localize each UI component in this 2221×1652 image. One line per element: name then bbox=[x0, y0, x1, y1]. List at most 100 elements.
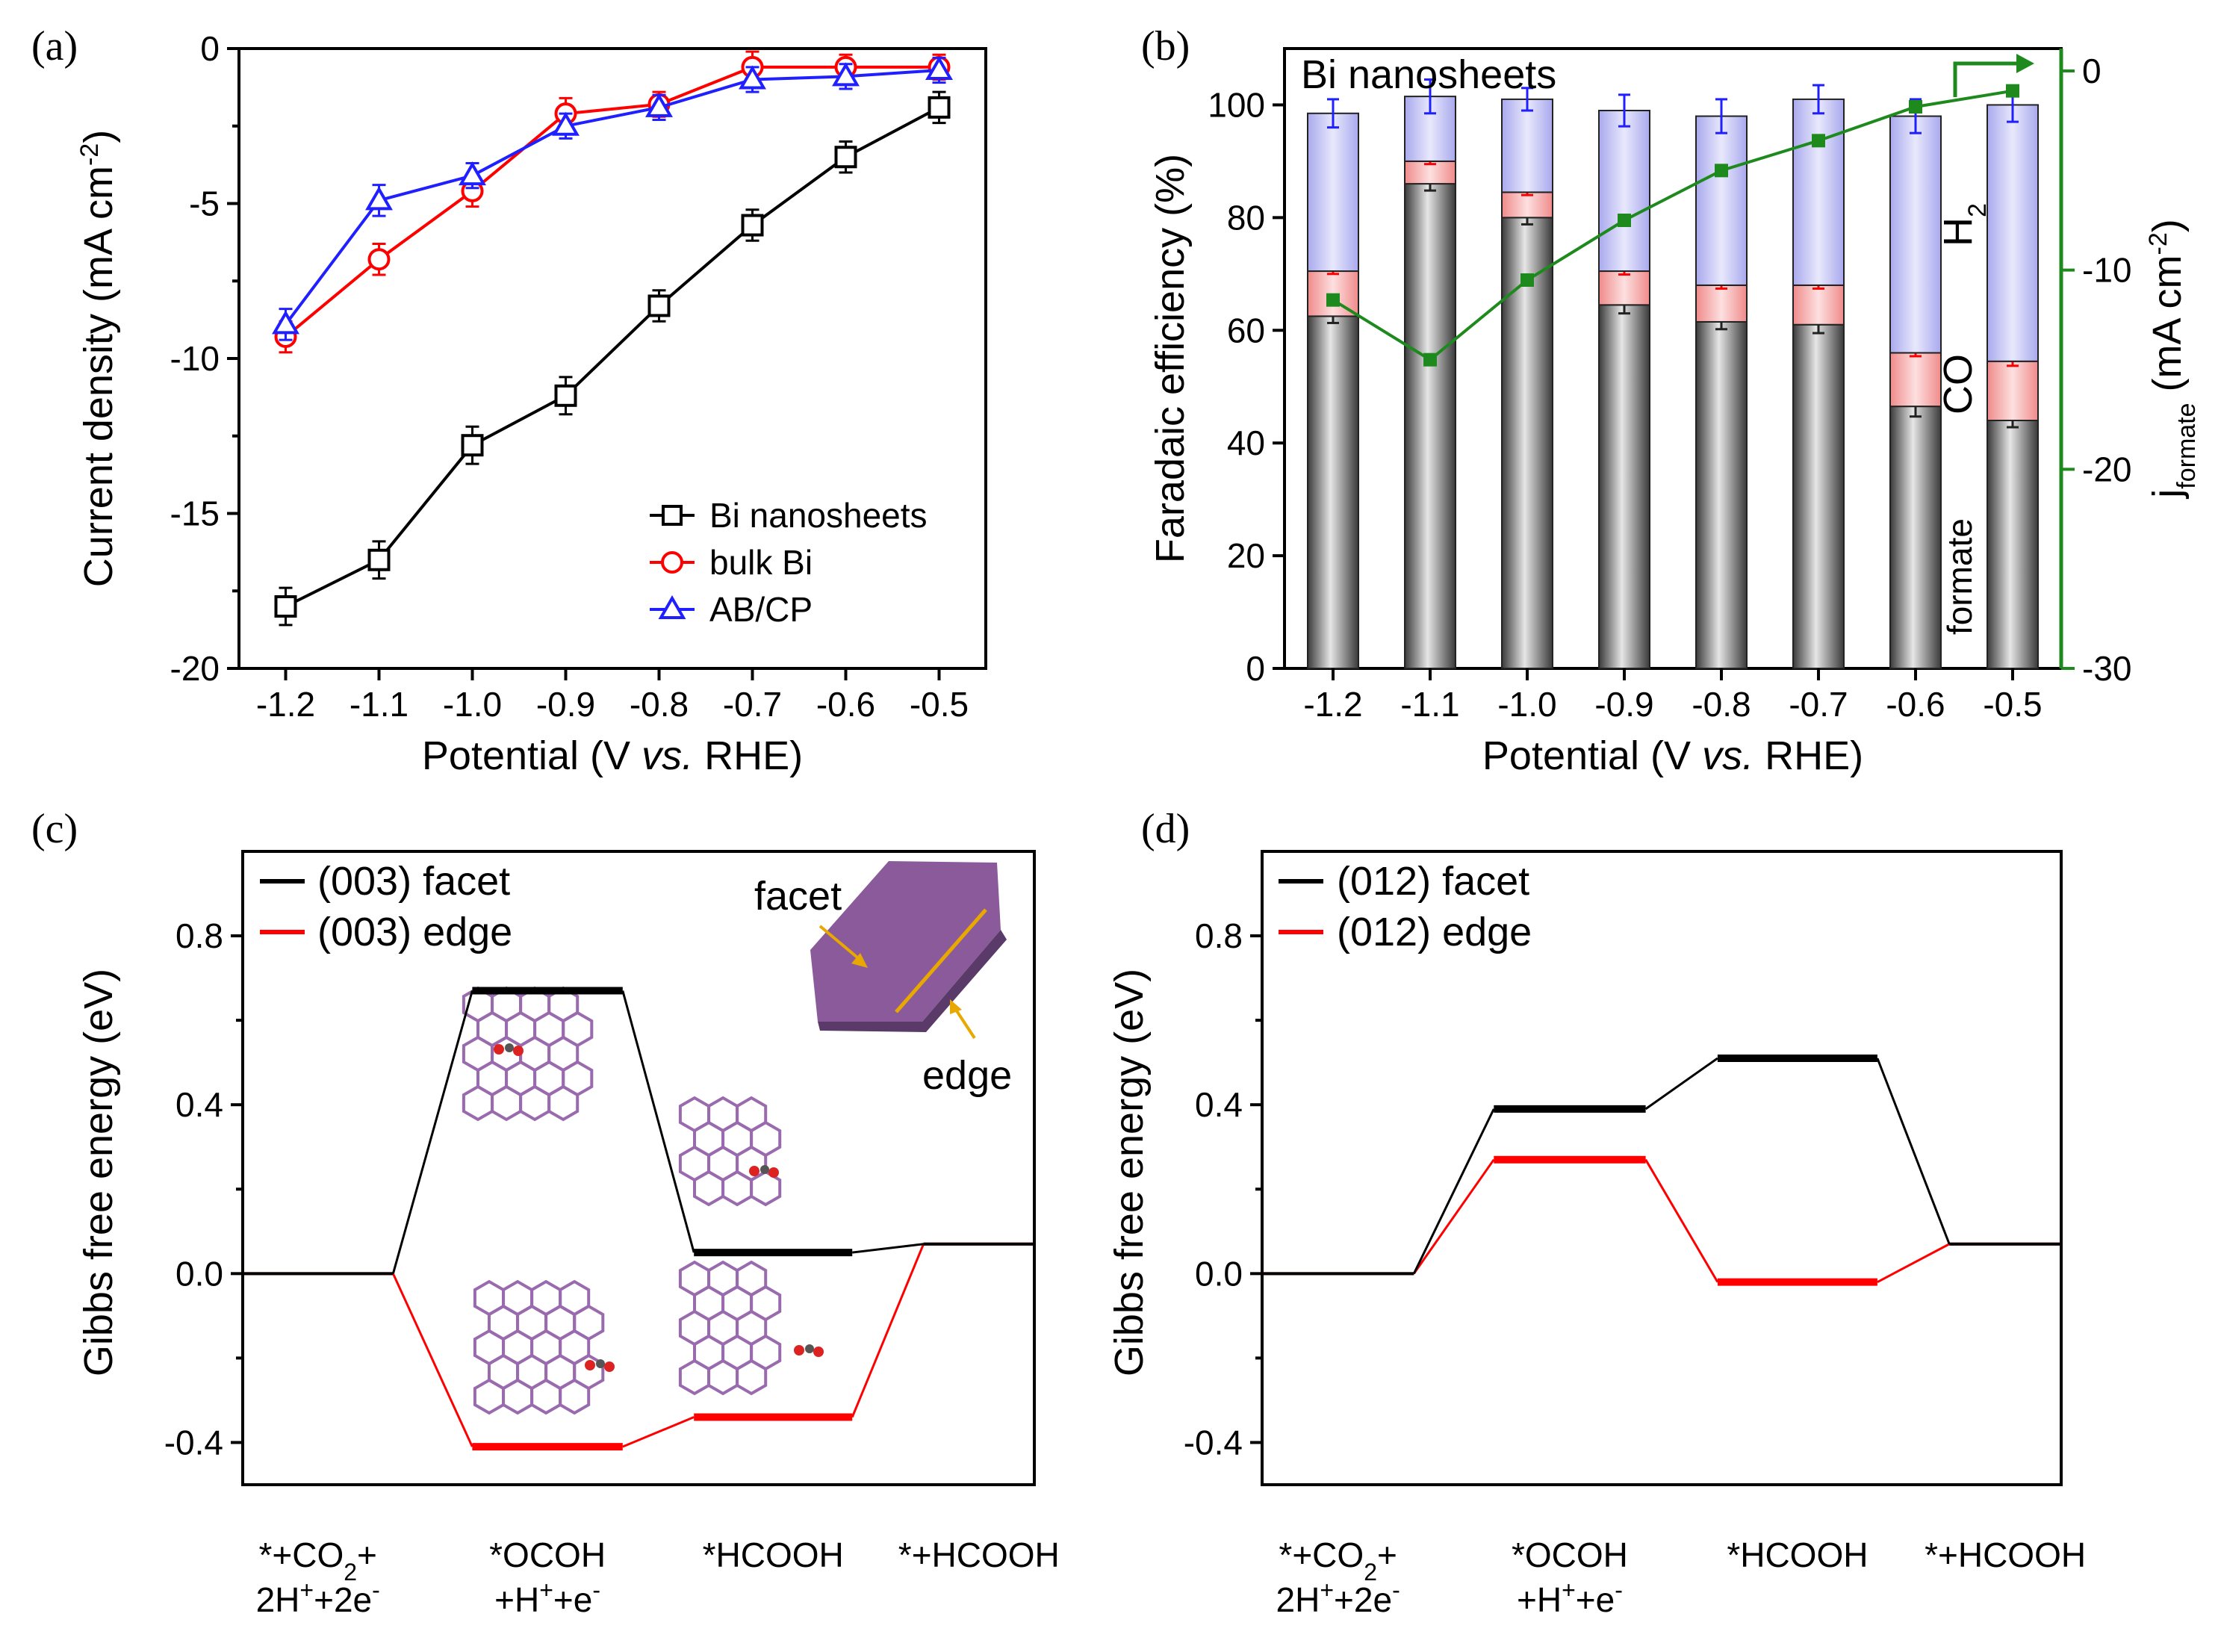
c-step-2b-part: +e bbox=[553, 1580, 592, 1619]
d-step-2b-part: + bbox=[1562, 1577, 1576, 1603]
legend-marker-bi-nanosheets bbox=[662, 505, 683, 526]
structure-003-facet-hcooh-carbon-atom bbox=[760, 1165, 769, 1174]
d-connector-012-facet-0 bbox=[1412, 1108, 1495, 1274]
b-ytick-label: 40 bbox=[1227, 423, 1265, 462]
b-bar-h2-0-6 bbox=[1889, 115, 1942, 354]
a-point-bi-nanosheets bbox=[928, 96, 951, 119]
b-bar-formate-0-7 bbox=[1792, 323, 1845, 669]
nanosheet-edge-face bbox=[818, 930, 1007, 1032]
c-connector-003-edge-0 bbox=[392, 1273, 473, 1447]
b-jformate-line bbox=[1332, 89, 2013, 362]
a-ytick-label: -20 bbox=[170, 649, 220, 688]
panel-c-label: (c) bbox=[31, 806, 78, 852]
d-step-1b-part: - bbox=[1392, 1577, 1400, 1603]
d-step-label-1a: *+CO2+ bbox=[1279, 1535, 1397, 1586]
panel-b-formate-label: formate bbox=[1940, 518, 1979, 635]
b-bar-h2-0-8 bbox=[1695, 115, 1748, 286]
b-xtick-label: -0.6 bbox=[1886, 685, 1945, 724]
a-point-bi-nanosheets bbox=[274, 595, 297, 618]
c-step-1b-part: 2H bbox=[256, 1580, 300, 1619]
structure-003-facet-hcooh-oxygen-atom bbox=[749, 1166, 760, 1176]
panel-b: (b) -1.2 -1.1 -1.0 -0.9 -0.8 -0.7 -0.6 -0.5 0 20 4… bbox=[1141, 23, 2201, 778]
structure-003-edge-ocoh-ring bbox=[530, 1378, 562, 1415]
c-step-label-3: *HCOOH bbox=[703, 1535, 844, 1574]
structure-003-edge-hcooh-oxygen-atom bbox=[813, 1347, 824, 1357]
panel-d: (d) 0.8 0.4 0.0 -0.4 Gibbs free energy (eV)… bbox=[1107, 806, 2086, 1619]
a-line-bi-nanosheets bbox=[285, 106, 940, 608]
c-step-label-2a: *OCOH bbox=[489, 1535, 606, 1574]
b-jformate-point-0-7 bbox=[1812, 134, 1825, 148]
a-point-ab-cp bbox=[925, 56, 953, 81]
d-step-1a-part: + bbox=[1377, 1535, 1397, 1574]
structure-003-facet-hcooh-ring bbox=[750, 1170, 782, 1207]
a-point-bi-nanosheets bbox=[367, 548, 391, 571]
panel-b-inner-title: Bi nanosheets bbox=[1301, 52, 1556, 97]
b-jformate-point-1-1 bbox=[1423, 353, 1437, 367]
b-bar-co-0-6 bbox=[1889, 352, 1942, 408]
edge-arrow-head bbox=[950, 999, 962, 1014]
b-bar-h2-0-9 bbox=[1598, 110, 1650, 273]
b-jformate-point-0-9 bbox=[1618, 214, 1631, 227]
a-point-bi-nanosheets bbox=[554, 384, 577, 407]
panel-b-xlabel: Potential (V vs. RHE) bbox=[1482, 733, 1863, 778]
b-right-ytick-label: 0 bbox=[2082, 52, 2102, 90]
panel-b-co-label: CO bbox=[1936, 354, 1981, 414]
c-ytick-label: 0.8 bbox=[175, 916, 223, 955]
structure-003-facet-ocoh-oxygen-atom bbox=[494, 1044, 504, 1055]
c-connector-003-facet-0 bbox=[391, 990, 473, 1274]
a-point-ab-cp bbox=[739, 65, 766, 90]
c-step-label-4: *+HCOOH bbox=[898, 1535, 1060, 1574]
panel-d-step-labels: *+CO2+2H++2e-*OCOH+H++e-*HCOOH *+HCOOH bbox=[1276, 1535, 2087, 1619]
d-ytick-label: 0.4 bbox=[1195, 1085, 1243, 1124]
a-point-ab-cp bbox=[365, 186, 393, 211]
a-xtick-label: -0.9 bbox=[536, 685, 595, 724]
structure-003-facet-ocoh-ring bbox=[547, 1084, 580, 1122]
b-jformate-point-1-0 bbox=[1520, 273, 1534, 287]
c-ytick-label: -0.4 bbox=[164, 1423, 223, 1462]
a-xtick-label: -0.6 bbox=[816, 685, 875, 724]
structure-003-edge-ocoh-carbon-atom bbox=[596, 1359, 605, 1368]
structure-003-edge-hcooh-oxygen-atom bbox=[794, 1345, 804, 1356]
inset-facet-label: facet bbox=[754, 874, 842, 919]
a-ytick-label: -10 bbox=[170, 339, 220, 378]
panel-d-legend: (012) facet (012) edge bbox=[1279, 859, 1532, 954]
structure-003-edge-hcooh-ring bbox=[678, 1358, 711, 1396]
a-xtick-label: -0.8 bbox=[630, 685, 689, 724]
structure-003-facet-hcooh-ring bbox=[721, 1170, 754, 1207]
a-point-ab-cp bbox=[459, 161, 486, 186]
a-line-bulk-bi bbox=[285, 65, 939, 338]
a-xtick-label: -1.2 bbox=[256, 685, 315, 724]
structure-003-facet-ocoh-ring bbox=[519, 1084, 551, 1122]
panel-b-series-arrow-head bbox=[2016, 54, 2034, 73]
structure-003-facet-hcooh-oxygen-atom bbox=[768, 1167, 779, 1178]
structure-003-edge-ocoh-ring bbox=[473, 1378, 506, 1415]
b-jformate-point-0-6 bbox=[1909, 100, 1922, 114]
nanosheet-edge-line bbox=[895, 908, 987, 1013]
legend-label-003-facet: (003) facet bbox=[317, 859, 510, 904]
legend-label-012-edge: (012) edge bbox=[1337, 910, 1532, 954]
b-xtick-label: -1.1 bbox=[1400, 685, 1459, 724]
panel-a: (a) -1.2 -1.1 -1.0 -0.9 -0.8 -0.7 -0.6 -0.50-5-… bbox=[31, 23, 987, 778]
b-bar-h2-0-5 bbox=[1987, 104, 2039, 362]
panel-b-jformate-series bbox=[1326, 84, 2019, 367]
b-xtick-label: -0.9 bbox=[1594, 685, 1653, 724]
b-bar-formate-0-8 bbox=[1695, 320, 1748, 669]
a-xtick-label: -0.5 bbox=[910, 685, 969, 724]
edge-arrow bbox=[954, 1008, 976, 1040]
d-step-label-2a: *OCOH bbox=[1512, 1535, 1628, 1574]
a-point-ab-cp bbox=[645, 93, 673, 117]
c-ytick-label: 0.4 bbox=[175, 1085, 223, 1124]
c-connector-003-edge-1 bbox=[622, 1416, 695, 1448]
b-bar-formate-0-6 bbox=[1889, 406, 1942, 669]
b-ytick-label: 60 bbox=[1227, 311, 1265, 350]
panel-c-frame bbox=[241, 850, 1036, 1486]
b-jformate-point-0-5 bbox=[2006, 84, 2019, 98]
d-ytick-label: -0.4 bbox=[1184, 1423, 1243, 1462]
d-step-2b-part: +e bbox=[1576, 1580, 1615, 1619]
c-step-1b-part: + bbox=[299, 1577, 314, 1603]
d-step-1a-part: *+CO bbox=[1279, 1535, 1364, 1574]
d-step-2b-part: +H bbox=[1517, 1580, 1562, 1619]
structure-003-facet-ocoh bbox=[462, 986, 594, 1122]
a-xtick-label: -1.1 bbox=[350, 685, 409, 724]
